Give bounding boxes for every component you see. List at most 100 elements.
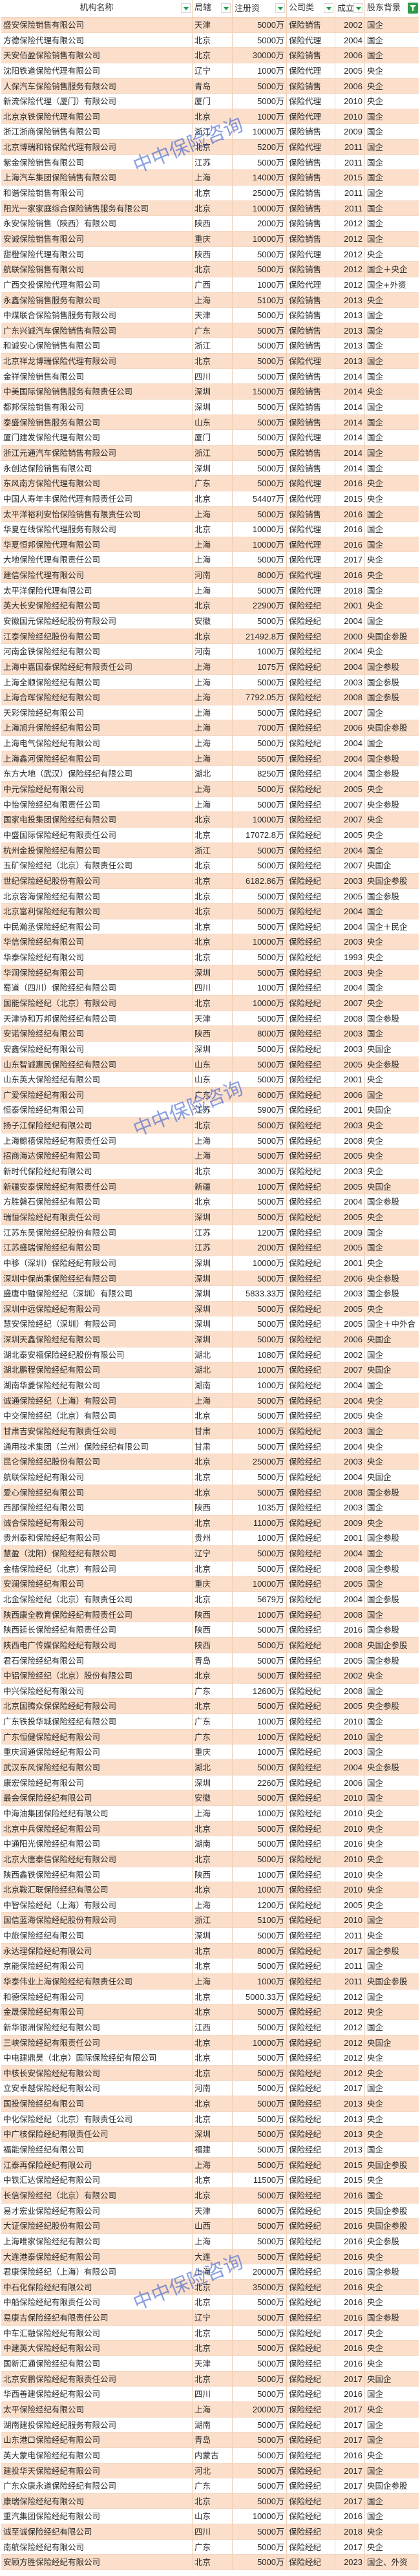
- cell-region[interactable]: 安徽: [193, 613, 233, 629]
- cell-institution-name[interactable]: 安诺保险经纪有限公司: [1, 1026, 193, 1042]
- cell-institution-name[interactable]: 北京博瑞和铭保险代理有限公司: [1, 140, 193, 155]
- cell-region[interactable]: 北京: [193, 2555, 233, 2570]
- cell-shareholder-background[interactable]: 国企参股: [365, 766, 419, 782]
- cell-institution-name[interactable]: 昆仑保险经纪股份有限公司: [1, 1454, 193, 1470]
- cell-registered-capital[interactable]: 5000万: [233, 2493, 287, 2509]
- table-row[interactable]: 中交保险经纪（北京）有限公司 北京 5000万 保险经纪 2005 央企: [1, 1408, 419, 1424]
- cell-registered-capital[interactable]: 5000万: [233, 2310, 287, 2326]
- cell-founded-year[interactable]: 2001: [335, 1530, 365, 1547]
- cell-region[interactable]: 辽宁: [193, 2310, 233, 2326]
- cell-company-type[interactable]: 保险经纪: [287, 1362, 335, 1379]
- cell-institution-name[interactable]: 爱心保险经纪有限公司: [1, 1485, 193, 1501]
- cell-company-type[interactable]: 保险经纪: [287, 843, 335, 859]
- cell-shareholder-background[interactable]: 央企: [365, 1852, 419, 1867]
- cell-institution-name[interactable]: 江泰保险经纪股份有限公司: [1, 628, 193, 645]
- cell-founded-year[interactable]: 2017: [335, 2478, 365, 2494]
- cell-institution-name[interactable]: 北京鞍汇联保险经纪有限公司: [1, 1882, 193, 1898]
- cell-institution-name[interactable]: 长信保险经纪（北京）有限公司: [1, 2187, 193, 2204]
- cell-region[interactable]: 北京: [193, 1485, 233, 1501]
- cell-company-type[interactable]: 保险经纪: [287, 2387, 335, 2402]
- table-row[interactable]: 杭州金投保险经纪有限公司 浙江 5000万 保险经纪 2004 国企: [1, 843, 419, 859]
- cell-founded-year[interactable]: 2012: [335, 2035, 365, 2051]
- cell-region[interactable]: 广东: [193, 1683, 233, 1699]
- cell-shareholder-background[interactable]: 央企: [365, 1148, 419, 1165]
- table-row[interactable]: 东方大地（武汉）保险经纪有限公司 湖北 8250万 保险经纪 2004 国企参股: [1, 766, 419, 782]
- cell-institution-name[interactable]: 华夏在线保险代理服务有限公司: [1, 522, 193, 537]
- cell-founded-year[interactable]: 2017: [335, 2539, 365, 2555]
- cell-institution-name[interactable]: 安澜保险经纪有限公司: [1, 1576, 193, 1592]
- cell-company-type[interactable]: 保险经纪: [287, 980, 335, 996]
- cell-company-type[interactable]: 保险经纪: [287, 1699, 335, 1715]
- cell-company-type[interactable]: 保险经纪: [287, 1500, 335, 1516]
- cell-shareholder-background[interactable]: 国企: [365, 1913, 419, 1929]
- cell-region[interactable]: 北京: [193, 1591, 233, 1607]
- cell-institution-name[interactable]: 中盛国际保险经纪有限责任公司: [1, 827, 193, 843]
- table-row[interactable]: 上海鲸禧保险经纪有限责任公司 上海 5000万 保险经纪 2008 央企: [1, 1133, 419, 1149]
- cell-region[interactable]: 大连: [193, 2249, 233, 2265]
- cell-registered-capital[interactable]: 5000万: [233, 1485, 287, 1501]
- cell-company-type[interactable]: 保险经纪: [287, 2173, 335, 2188]
- cell-shareholder-background[interactable]: 央企: [365, 1393, 419, 1409]
- cell-region[interactable]: 深圳: [193, 965, 233, 981]
- cell-institution-name[interactable]: 慧安保险经纪（深圳）有限公司: [1, 1316, 193, 1333]
- table-row[interactable]: 中兴保险经纪有限公司 广东 12600万 保险经纪 2008 国企: [1, 1683, 419, 1699]
- cell-founded-year[interactable]: 2005: [335, 1240, 365, 1256]
- cell-institution-name[interactable]: 上海中嘉国泰保险经纪有限责任公司: [1, 659, 193, 675]
- cell-registered-capital[interactable]: 1000万: [233, 1744, 287, 1761]
- cell-registered-capital[interactable]: 5000万: [233, 2341, 287, 2357]
- cell-shareholder-background[interactable]: 央企: [365, 1256, 419, 1271]
- table-row[interactable]: 山东智诚惠民保险经纪有限公司 山东 5000万 保险经纪 2005 央企参股: [1, 1057, 419, 1073]
- cell-institution-name[interactable]: 安顾方胜保险经纪有限公司: [1, 2555, 193, 2570]
- table-row[interactable]: 西部保险经纪有限公司 陕西 1035万 保险经纪 2003 国企: [1, 1500, 419, 1516]
- cell-institution-name[interactable]: 中石化保险经纪有限公司: [1, 2279, 193, 2295]
- cell-region[interactable]: 北京: [193, 2173, 233, 2188]
- table-row[interactable]: 瑞恒保险经纪有限责任公司 深圳 5000万 保险经纪 2005 央企: [1, 1209, 419, 1225]
- table-row[interactable]: 方德保险代理有限公司 北京 5000万 保险代理 2004 国企: [1, 32, 419, 48]
- cell-registered-capital[interactable]: 1000万: [233, 1729, 287, 1745]
- cell-registered-capital[interactable]: 5000万: [233, 2417, 287, 2433]
- cell-registered-capital[interactable]: 5000万: [233, 445, 287, 461]
- table-row[interactable]: 慧安保险经纪（深圳）有限公司 深圳 5000万 保险经纪 2005 国企＋中外合: [1, 1316, 419, 1333]
- cell-founded-year[interactable]: 2003: [335, 873, 365, 889]
- table-row[interactable]: 安鑫保险经纪有限公司 深圳 5000万 保险经纪 2003 央国企: [1, 1041, 419, 1057]
- cell-company-type[interactable]: 保险销售: [287, 17, 335, 33]
- table-row[interactable]: 北京大唐泰信保险经纪有限公司 北京 5000万 保险经纪 2010 央企: [1, 1851, 419, 1867]
- cell-region[interactable]: 北京: [193, 140, 233, 155]
- table-row[interactable]: 长信保险经纪（北京）有限公司 北京 5000万 保险经纪 2016 国企: [1, 2187, 419, 2204]
- cell-company-type[interactable]: 保险经纪: [287, 1729, 335, 1745]
- cell-founded-year[interactable]: 2004: [335, 1546, 365, 1562]
- cell-institution-name[interactable]: 中车汇融保险经纪有限公司: [1, 2325, 193, 2341]
- table-row[interactable]: 昆仑保险经纪股份有限公司 北京 25000万 保险经纪 2003 央企: [1, 1454, 419, 1470]
- table-row[interactable]: 中移（深圳）保险经纪有限公司 深圳 10000万 保险经纪 2001 央企: [1, 1255, 419, 1271]
- cell-institution-name[interactable]: 西部保险经纪有限公司: [1, 1500, 193, 1516]
- cell-institution-name[interactable]: 广东恒健保险经纪有限公司: [1, 1729, 193, 1745]
- cell-shareholder-background[interactable]: 国企、外资: [365, 2555, 419, 2570]
- cell-founded-year[interactable]: 2005: [335, 827, 365, 843]
- cell-registered-capital[interactable]: 5000万: [233, 1469, 287, 1485]
- cell-region[interactable]: 北京: [193, 996, 233, 1011]
- cell-institution-name[interactable]: 金祥保险销售有限公司: [1, 369, 193, 385]
- cell-institution-name[interactable]: 深圳天鑫保险经纪有限公司: [1, 1332, 193, 1347]
- cell-institution-name[interactable]: 厦门建发保险代理有限公司: [1, 430, 193, 445]
- cell-registered-capital[interactable]: 5000万: [233, 1408, 287, 1424]
- cell-founded-year[interactable]: 2001: [335, 598, 365, 614]
- cell-founded-year[interactable]: 2013: [335, 2127, 365, 2143]
- cell-region[interactable]: 重庆: [193, 231, 233, 247]
- cell-founded-year[interactable]: 2008: [335, 1133, 365, 1149]
- cell-shareholder-background[interactable]: 央企: [365, 2112, 419, 2127]
- table-row[interactable]: 北京祥龙博瑞保险代理有限公司 北京 5000万 保险代理 2013 国企: [1, 354, 419, 369]
- cell-shareholder-background[interactable]: 国企: [365, 1990, 419, 2005]
- cell-shareholder-background[interactable]: 国企: [365, 2432, 419, 2448]
- table-row[interactable]: 天津协和万邦保险经纪有限公司 天津 5000万 保险经纪 2008 国企参股: [1, 1011, 419, 1027]
- table-row[interactable]: 中化保险经纪（北京）有限责任公司 北京 5000万 保险经纪 2013 央企: [1, 2111, 419, 2127]
- cell-founded-year[interactable]: 2016: [335, 522, 365, 537]
- cell-shareholder-background[interactable]: 央国企参股: [365, 2204, 419, 2219]
- cell-founded-year[interactable]: 2003: [335, 934, 365, 950]
- cell-region[interactable]: 天津: [193, 1011, 233, 1027]
- cell-company-type[interactable]: 保险销售: [287, 292, 335, 308]
- table-row[interactable]: 太平洋保险代理有限公司 上海 5000万 保险代理 2018 国企: [1, 583, 419, 599]
- cell-institution-name[interactable]: 人保汽车保险销售服务有限公司: [1, 78, 193, 94]
- cell-institution-name[interactable]: 东风南方保险代理有限公司: [1, 476, 193, 491]
- cell-registered-capital[interactable]: 10000万: [233, 124, 287, 140]
- cell-registered-capital[interactable]: 1000万: [233, 1362, 287, 1379]
